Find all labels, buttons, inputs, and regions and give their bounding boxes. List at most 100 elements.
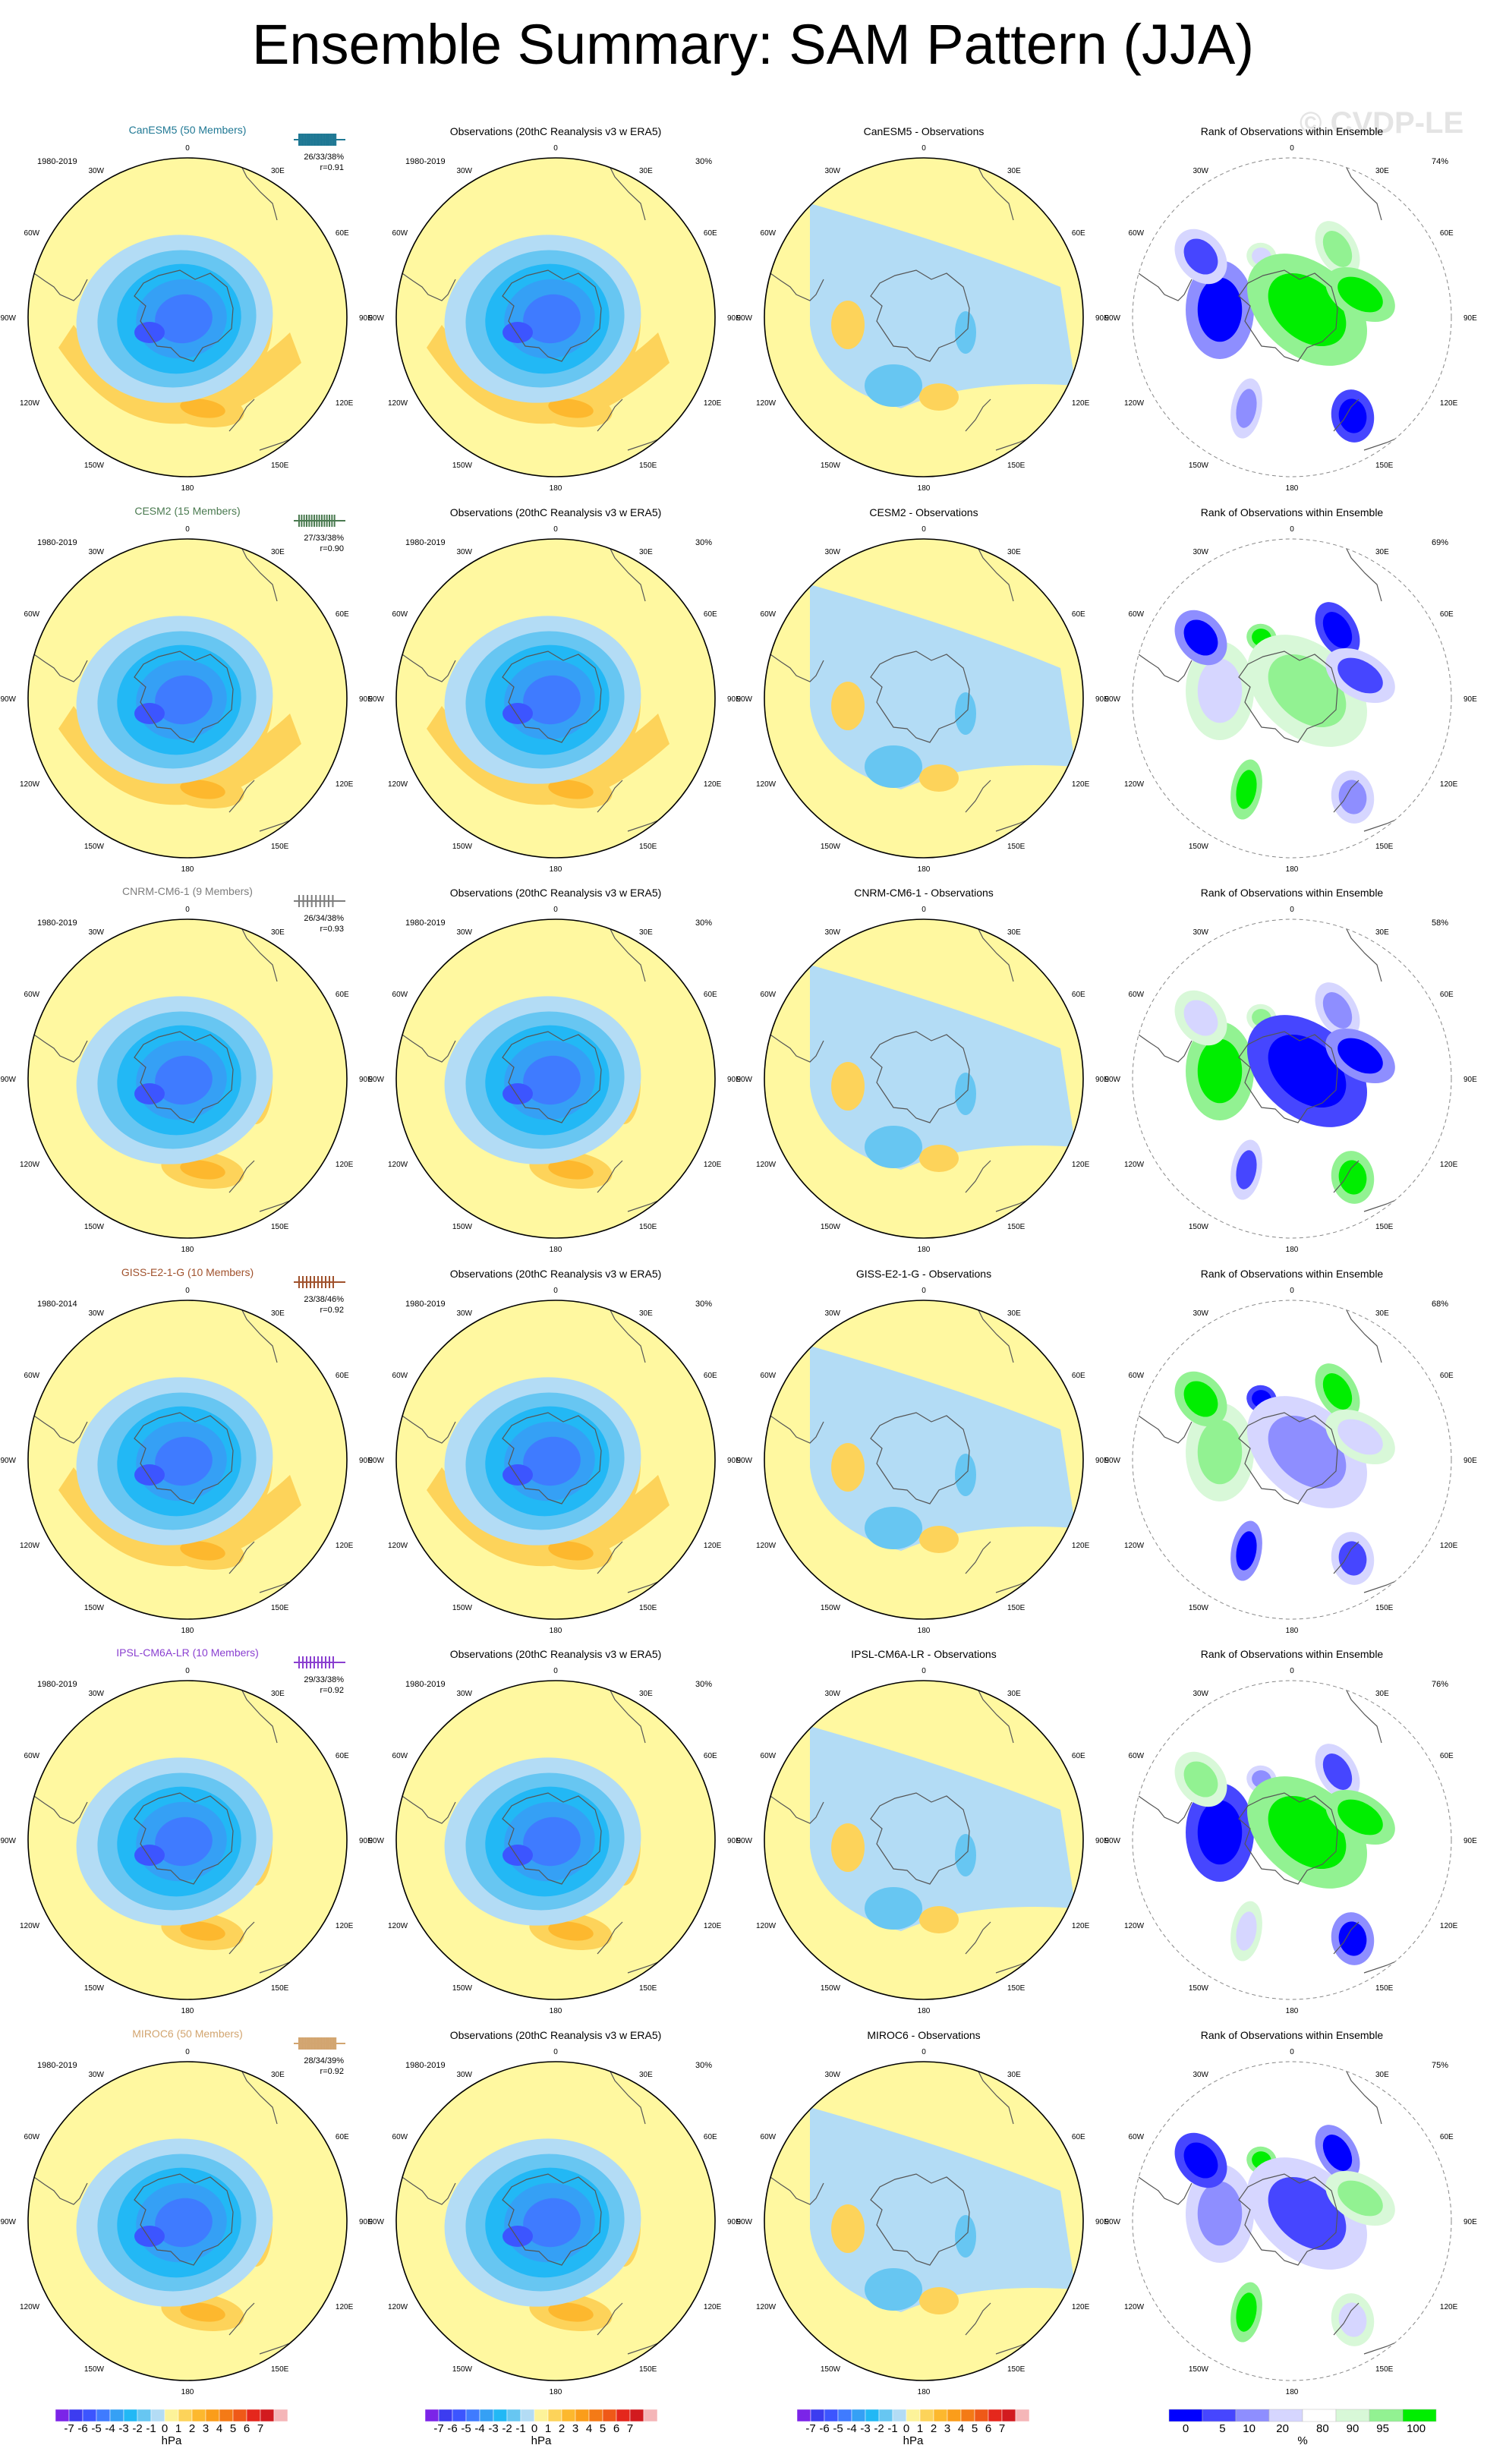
longitude-label: 150E xyxy=(1007,1984,1026,1993)
rank-region xyxy=(1183,2142,1218,2179)
colorbar-tick: 0 xyxy=(903,2422,909,2435)
colorbar-swatch xyxy=(1001,2409,1016,2422)
colorbar-swatch xyxy=(424,2409,440,2422)
longitude-label: 30E xyxy=(271,548,285,556)
colorbar-tick: 20 xyxy=(1276,2422,1289,2435)
longitude-label: 180 xyxy=(1286,484,1299,493)
longitude-label: 90W xyxy=(368,1837,384,1845)
map-border xyxy=(1132,918,1452,1239)
negative-anomaly xyxy=(155,294,213,344)
colorbar-swatch xyxy=(906,2409,921,2422)
rank-region xyxy=(1337,276,1383,313)
longitude-label: 30W xyxy=(824,1309,840,1318)
rank-region xyxy=(1268,2176,1347,2251)
polar-map: 0 30E 60E 90E 120E 150E 180 150W 120W 90W 60W 30W xyxy=(368,906,741,1254)
pattern-correlation: r=0.92 xyxy=(320,1306,345,1315)
longitude-label: 30W xyxy=(1193,1309,1208,1318)
map-field xyxy=(764,919,1083,1238)
longitude-label: 30E xyxy=(1375,1309,1389,1318)
longitude-label: 60W xyxy=(392,229,408,238)
rank-region xyxy=(1338,780,1367,815)
map-field xyxy=(396,919,715,1238)
africa-coastline xyxy=(238,2065,278,2125)
longitude-label: 120W xyxy=(388,1161,408,1169)
antarctica-coastline xyxy=(1238,1412,1338,1505)
africa-coastline xyxy=(238,542,278,602)
longitude-label: 150E xyxy=(1375,1604,1394,1612)
polar-map: 0 30E 60E 90E 120E 150E 180 150W 120W 90W 60W 30W xyxy=(0,144,373,493)
colorbar-swatch xyxy=(232,2409,247,2422)
longitude-label: 60E xyxy=(336,1372,349,1380)
africa-coastline xyxy=(975,2065,1014,2125)
colorbar-tick: -2 xyxy=(502,2422,512,2435)
longitude-label: 150E xyxy=(1375,462,1394,470)
longitude-label: 120W xyxy=(20,1542,40,1550)
colorbar-tick: 3 xyxy=(572,2422,578,2435)
longitude-label: 60E xyxy=(704,610,717,619)
antarctica-coastline xyxy=(1238,651,1338,743)
positive-anomaly xyxy=(919,2287,959,2314)
longitude-label: 120W xyxy=(388,1542,408,1550)
longitude-label: 0 xyxy=(922,1667,926,1675)
colorbar-swatch xyxy=(974,2409,989,2422)
colorbar-swatch xyxy=(1235,2409,1270,2422)
member-tick-axis xyxy=(294,2043,345,2044)
longitude-label: 120E xyxy=(1440,1542,1458,1550)
colorbar-tick: 10 xyxy=(1243,2422,1256,2435)
longitude-label: 150E xyxy=(639,1223,657,1231)
longitude-label: 30W xyxy=(88,928,104,937)
polar-map: 0 30E 60E 90E 120E 150E 180 150W 120W 90W 60W 30W xyxy=(736,525,1109,874)
longitude-label: 120E xyxy=(1440,399,1458,408)
new-zealand-coastline xyxy=(1333,399,1359,432)
obs-title: Observations (20thC Reanalysis v3 w ERA5… xyxy=(450,1648,662,1660)
negative-anomaly xyxy=(865,2268,922,2311)
longitude-label: 90W xyxy=(0,1837,16,1845)
colorbar-tick: 4 xyxy=(216,2422,222,2435)
colorbar-tick: -2 xyxy=(132,2422,142,2435)
longitude-label: 60E xyxy=(1072,1372,1085,1380)
negative-anomaly xyxy=(955,311,976,354)
longitude-label: 150W xyxy=(84,462,105,470)
longitude-label: 60E xyxy=(704,229,717,238)
antarctica-coastline xyxy=(870,651,970,743)
new-zealand-coastline xyxy=(1333,780,1359,813)
antarctica-coastline xyxy=(134,1792,234,1885)
colorbar-swatch xyxy=(191,2409,206,2422)
africa-coastline xyxy=(238,161,278,221)
rank-region xyxy=(1183,619,1218,656)
longitude-label: 120W xyxy=(1124,1161,1145,1169)
longitude-label: 60W xyxy=(392,991,408,999)
antarctica-coastline xyxy=(134,651,234,743)
longitude-label: 120W xyxy=(388,2303,408,2311)
longitude-label: 90W xyxy=(0,2218,16,2226)
colorbar-swatch xyxy=(520,2409,535,2422)
longitude-label: 30E xyxy=(1375,1690,1389,1698)
longitude-label: 120W xyxy=(20,1922,40,1930)
positive-anomaly xyxy=(919,1145,959,1172)
longitude-label: 120E xyxy=(1440,1922,1458,1930)
colorbar-tick: 80 xyxy=(1316,2422,1329,2435)
obs-title: Observations (20thC Reanalysis v3 w ERA5… xyxy=(450,2029,662,2041)
longitude-label: 90W xyxy=(1104,1076,1120,1084)
longitude-label: 90E xyxy=(727,2218,741,2226)
rank-region xyxy=(1338,1541,1367,1576)
colorbar-tick: 2 xyxy=(559,2422,565,2435)
negative-anomaly xyxy=(865,364,922,407)
longitude-label: 90W xyxy=(1104,695,1120,704)
positive-anomaly xyxy=(548,399,594,418)
longitude-label: 30E xyxy=(639,1690,653,1698)
africa-coastline xyxy=(238,1684,278,1744)
longitude-label: 60W xyxy=(392,1752,408,1760)
longitude-label: 0 xyxy=(185,1667,190,1675)
longitude-label: 120W xyxy=(1124,780,1145,789)
longitude-label: 30W xyxy=(824,1690,840,1698)
obs-title: Observations (20thC Reanalysis v3 w ERA5… xyxy=(450,506,662,518)
rank-percent: 76% xyxy=(1432,1680,1448,1689)
longitude-label: 60E xyxy=(1072,991,1085,999)
map-border xyxy=(395,1300,716,1620)
longitude-label: 0 xyxy=(922,1287,926,1295)
colorbar-tick: 5 xyxy=(972,2422,978,2435)
new-zealand-coastline xyxy=(965,1921,991,1955)
longitude-label: 120E xyxy=(336,1922,354,1930)
colorbar-tick: 6 xyxy=(985,2422,991,2435)
